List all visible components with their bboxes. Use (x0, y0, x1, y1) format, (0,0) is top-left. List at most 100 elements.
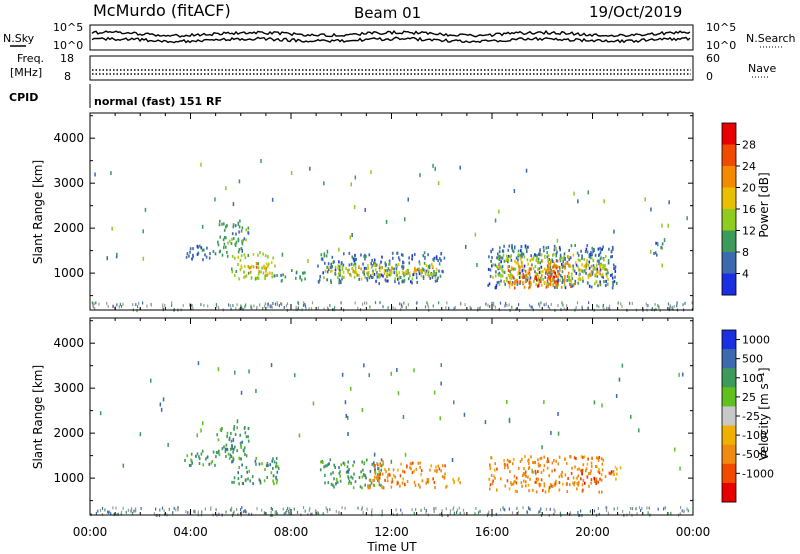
power-cell (391, 266, 394, 270)
power-cell (259, 303, 261, 307)
velocity-cell (362, 511, 364, 514)
power-cell (588, 254, 591, 258)
power-cell (226, 250, 228, 254)
power-cell (534, 270, 536, 274)
velocity-cell (547, 460, 550, 463)
power-cell (253, 304, 255, 308)
power-cell (488, 282, 491, 286)
velocity-cell (367, 485, 369, 489)
power-cell (291, 269, 293, 272)
power-cell (523, 285, 526, 289)
power-cell (507, 273, 510, 277)
velocity-cell (184, 459, 186, 462)
power-cell (386, 269, 389, 272)
power-cell (242, 239, 244, 243)
velocity-cell (406, 464, 408, 468)
power-cell (594, 253, 597, 257)
power-cell (251, 306, 253, 310)
velocity-cell (385, 470, 387, 474)
velocity-cell (582, 478, 585, 482)
velocity-cell (232, 459, 234, 463)
power-cell (589, 256, 592, 260)
power-cell (498, 307, 500, 311)
power-cell (353, 205, 356, 210)
power-cell (595, 267, 597, 271)
power-cell (498, 209, 500, 214)
power-cell (392, 256, 394, 260)
power-cell (606, 268, 609, 272)
velocity-cell (248, 512, 250, 516)
velocity-cell (432, 477, 434, 481)
velocity-cell (543, 482, 546, 486)
velocity-cell (686, 507, 688, 511)
power-cell (252, 265, 255, 269)
velocity-cell (543, 455, 545, 459)
power-cell (438, 301, 440, 305)
velocity-cell (581, 483, 584, 487)
power-cell (265, 262, 268, 266)
power-cell (492, 275, 494, 279)
colorbar-swatch (722, 144, 736, 167)
power-cell (605, 267, 607, 271)
velocity-cell (240, 475, 243, 478)
power-cell (568, 263, 571, 267)
power-cell (557, 280, 559, 284)
nsearch-trace (91, 36, 691, 44)
power-cell (304, 304, 307, 308)
power-cell (295, 307, 297, 311)
velocity-cell (185, 510, 187, 514)
power-cell (305, 307, 307, 311)
power-cell (214, 197, 216, 202)
power-cell (585, 263, 587, 267)
velocity-cell (269, 463, 271, 467)
velocity-cell (425, 509, 427, 512)
velocity-cell (248, 469, 250, 473)
velocity-cell (350, 481, 352, 485)
velocity-cell (418, 483, 420, 487)
power-cell (518, 268, 521, 271)
power-cell (338, 273, 341, 277)
velocity-cell (540, 471, 543, 475)
power-cell (529, 259, 531, 262)
power-cell (354, 271, 356, 275)
velocity-cell (243, 446, 246, 450)
velocity-cell (493, 468, 496, 472)
power-cell (501, 265, 504, 269)
velocity-cell (518, 466, 520, 470)
power-cell (339, 271, 341, 275)
power-cell (569, 282, 571, 286)
power-cell (510, 277, 513, 280)
velocity-cell (506, 399, 508, 404)
velocity-cell (568, 512, 571, 516)
power-cell (393, 267, 395, 271)
velocity-cell (110, 512, 112, 516)
power-cell (527, 272, 530, 275)
velocity-cell (535, 471, 537, 475)
velocity-cell (327, 463, 329, 467)
velocity-cell (638, 506, 641, 510)
power-cell (379, 269, 381, 272)
velocity-cell (255, 456, 257, 460)
power-cell (599, 265, 602, 269)
velocity-cell (438, 467, 441, 471)
velocity-cell (535, 477, 538, 481)
power-cell (322, 271, 324, 275)
power-cell (209, 252, 211, 256)
power-cell (520, 260, 523, 264)
velocity-cell (264, 468, 266, 471)
power-cell (526, 275, 529, 279)
colorbar-tick-label: -500 (742, 448, 767, 461)
velocity-cell (523, 479, 525, 483)
power-cell (402, 270, 404, 274)
power-cell (326, 270, 329, 274)
power-cell (295, 271, 298, 275)
cpid-text: normal (fast) 151 RF (94, 95, 222, 108)
power-cell (401, 265, 403, 269)
power-cell (411, 254, 414, 258)
nave-label: Nave (748, 62, 776, 75)
velocity-cell (225, 510, 227, 514)
power-cell (249, 270, 252, 274)
time-axis-labels: 00:00 04:00 08:00 12:00 16:00 20:00 00:00 (73, 525, 711, 539)
power-cell (498, 265, 500, 269)
power-cell (328, 265, 330, 269)
